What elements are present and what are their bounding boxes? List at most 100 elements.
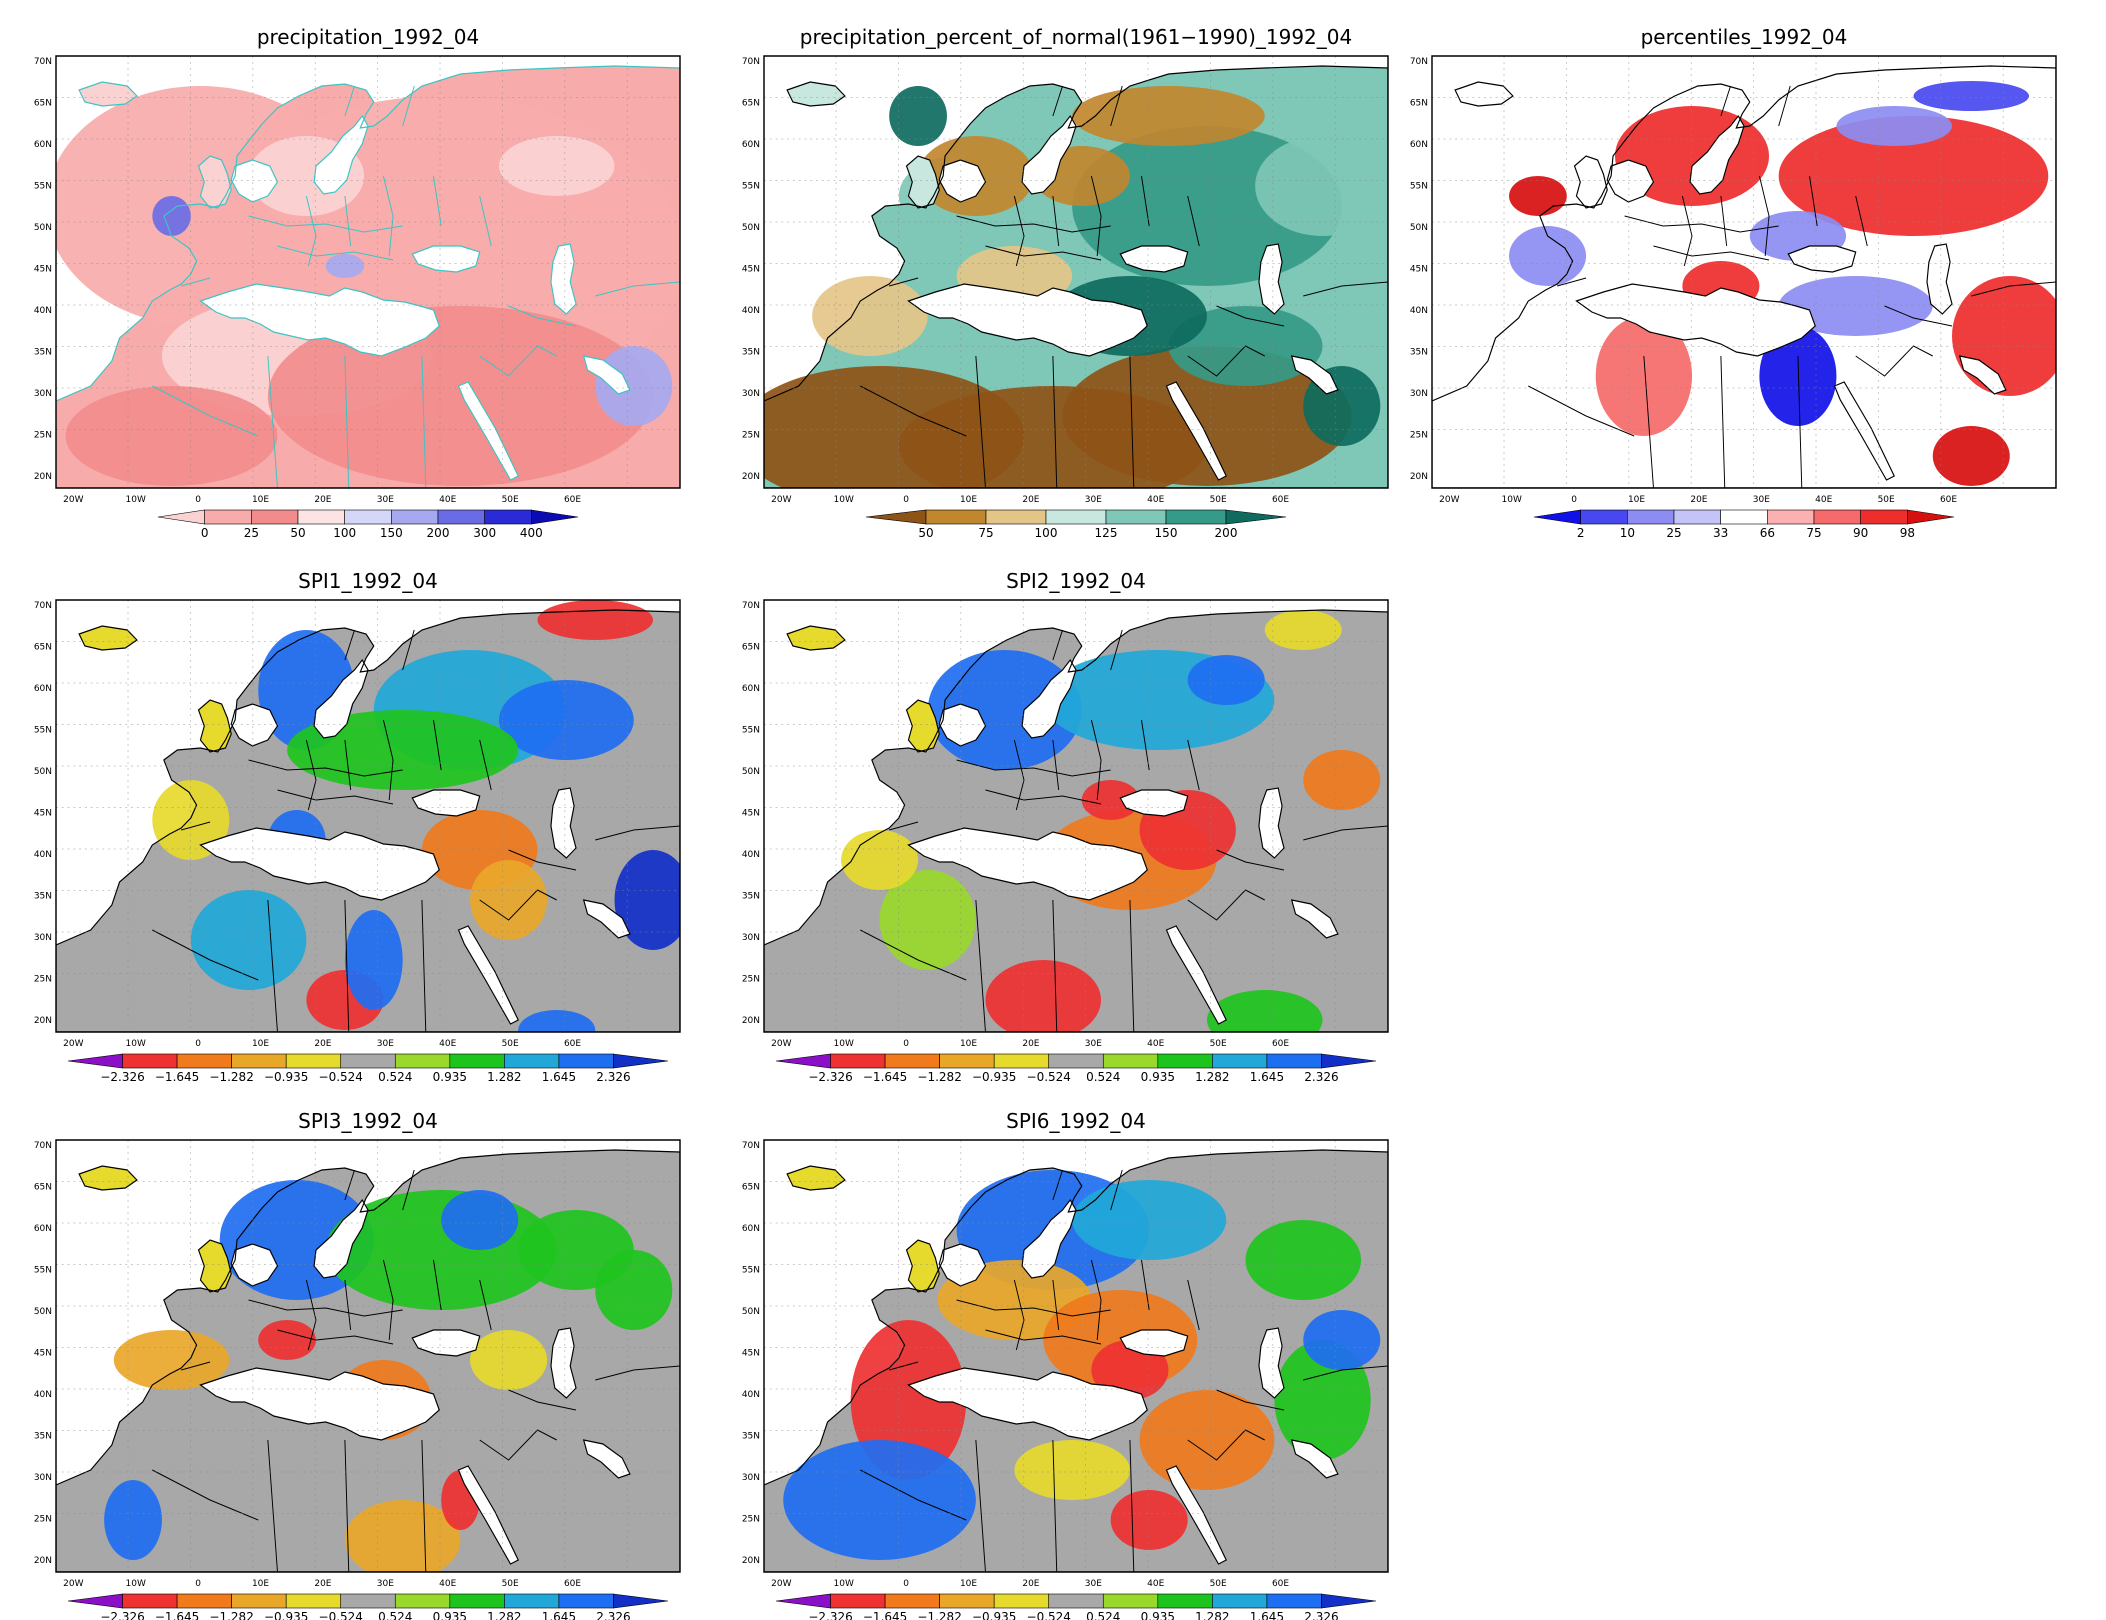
anomaly-region xyxy=(1952,276,2057,396)
panel-title: SPI6_1992_04 xyxy=(1006,1109,1146,1133)
lon-tick-label: 60E xyxy=(1940,495,1957,505)
panel-title: precipitation_percent_of_normal(1961−199… xyxy=(800,25,1352,49)
colorbar-swatch xyxy=(558,1053,614,1069)
lat-tick-label: 70N xyxy=(742,601,760,611)
lon-tick-label: 40E xyxy=(1147,1039,1164,1049)
colorbar-label: 33 xyxy=(1713,526,1728,540)
lat-tick-label: 55N xyxy=(742,1266,760,1276)
colorbar-label: −1.645 xyxy=(155,1610,199,1620)
colorbar-label: 25 xyxy=(244,526,259,540)
colorbar-swatch xyxy=(1212,1593,1268,1609)
lon-tick-label: 10W xyxy=(834,495,854,505)
lat-tick-label: 50N xyxy=(34,767,52,777)
colorbar-arrow-high xyxy=(1321,1593,1377,1609)
anomaly-region xyxy=(65,386,278,486)
lat-tick-label: 20N xyxy=(34,1556,52,1566)
colorbar-label: −0.524 xyxy=(319,1070,363,1084)
lat-tick-label: 20N xyxy=(742,1556,760,1566)
lat-tick-label: 25N xyxy=(742,431,760,441)
lon-tick-label: 60E xyxy=(564,1579,581,1589)
anomaly-region xyxy=(783,1440,976,1560)
lon-tick-label: 20W xyxy=(63,495,83,505)
anomaly-region xyxy=(841,830,919,890)
lat-tick-label: 35N xyxy=(1410,348,1428,358)
lat-tick-label: 40N xyxy=(34,1390,52,1400)
colorbar-arrow-high xyxy=(613,1593,669,1609)
colorbar-swatch xyxy=(449,1053,505,1069)
colorbar-label: 0 xyxy=(201,526,209,540)
anomaly-region xyxy=(1014,1440,1130,1500)
colorbar-swatch xyxy=(1212,1053,1268,1069)
anomaly-region xyxy=(470,1330,548,1390)
colorbar: 0 25 50 100 150 200 300 400 xyxy=(157,509,579,540)
panel-title: percentiles_1992_04 xyxy=(1641,25,1848,49)
lat-tick-label: 50N xyxy=(34,223,52,233)
colorbar-swatch xyxy=(1720,509,1768,525)
colorbar-label: 0.524 xyxy=(378,1070,412,1084)
colorbar-label: 125 xyxy=(1095,526,1118,540)
colorbar-label: 200 xyxy=(427,526,450,540)
map-area xyxy=(763,599,1389,1033)
lat-tick-label: 55N xyxy=(742,182,760,192)
lat-tick-label: 60N xyxy=(34,140,52,150)
lat-tick-label: 70N xyxy=(34,1141,52,1151)
colorbar-arrow-high xyxy=(531,509,579,525)
colorbar-label: 1.645 xyxy=(542,1070,576,1084)
colorbar-label: −1.282 xyxy=(209,1610,253,1620)
lon-tick-label: 20W xyxy=(63,1579,83,1589)
colorbar-swatch xyxy=(391,509,439,525)
lat-tick-label: 30N xyxy=(1410,389,1428,399)
lat-tick-label: 65N xyxy=(742,1183,760,1193)
colorbar-swatch xyxy=(939,1593,995,1609)
colorbar-swatch xyxy=(939,1053,995,1069)
colorbar-swatch xyxy=(340,1053,396,1069)
anomaly-region xyxy=(441,1190,519,1250)
colorbar-label: 1.645 xyxy=(542,1610,576,1620)
anomaly-region xyxy=(537,600,654,640)
lon-tick-label: 60E xyxy=(564,1039,581,1049)
colorbar-label: 2.326 xyxy=(1304,1610,1338,1620)
lat-tick-label: 40N xyxy=(742,850,760,860)
map-area xyxy=(55,599,681,1033)
colorbar-arrow-high xyxy=(1321,1053,1377,1069)
anomaly-region xyxy=(152,196,191,236)
lat-tick-label: 30N xyxy=(742,1473,760,1483)
map-area xyxy=(1431,55,2057,489)
colorbar-label: −1.282 xyxy=(917,1070,961,1084)
colorbar-label: −0.524 xyxy=(1027,1610,1071,1620)
colorbar-arrow-low xyxy=(865,509,927,525)
lon-tick-label: 50E xyxy=(502,1039,519,1049)
anomaly-region xyxy=(152,780,230,860)
panel-title: precipitation_1992_04 xyxy=(257,25,479,49)
lat-tick-label: 20N xyxy=(34,472,52,482)
lat-tick-label: 20N xyxy=(1410,472,1428,482)
colorbar-arrow-high xyxy=(613,1053,669,1069)
lon-tick-label: 60E xyxy=(564,495,581,505)
lat-tick-label: 60N xyxy=(34,684,52,694)
anomaly-region xyxy=(498,136,615,196)
colorbar-label: 100 xyxy=(1035,526,1058,540)
panel-spi1: SPI1_1992_04 70N 65N 60N 55N 50N 45N 40N 35N 30N 2… xyxy=(34,569,681,1084)
colorbar-label: 1.282 xyxy=(487,1070,521,1084)
lat-tick-label: 45N xyxy=(742,1349,760,1359)
lat-tick-label: 30N xyxy=(34,1473,52,1483)
colorbar-swatch xyxy=(231,1593,287,1609)
colorbar-swatch xyxy=(1627,509,1675,525)
lon-tick-label: 20E xyxy=(1022,1039,1039,1049)
lon-tick-label: 0 xyxy=(195,1039,201,1049)
colorbar-swatch xyxy=(1266,1053,1322,1069)
lon-tick-label: 30E xyxy=(377,1579,394,1589)
lat-tick-label: 30N xyxy=(34,933,52,943)
colorbar-label: 150 xyxy=(380,526,403,540)
colorbar-swatch xyxy=(176,1053,232,1069)
colorbar-label: 2 xyxy=(1577,526,1585,540)
colorbar-label: 75 xyxy=(978,526,993,540)
anomaly-region xyxy=(595,1250,673,1330)
colorbar: −2.326 −1.645 −1.282 −0.935 −0.524 0.524 0.935… xyxy=(67,1053,669,1084)
panel-percent: precipitation_percent_of_normal(1961−199… xyxy=(742,25,1389,540)
colorbar-label: 2.326 xyxy=(1304,1070,1338,1084)
colorbar-swatch xyxy=(176,1593,232,1609)
colorbar-swatch xyxy=(1102,1593,1159,1609)
lat-tick-label: 70N xyxy=(34,57,52,67)
